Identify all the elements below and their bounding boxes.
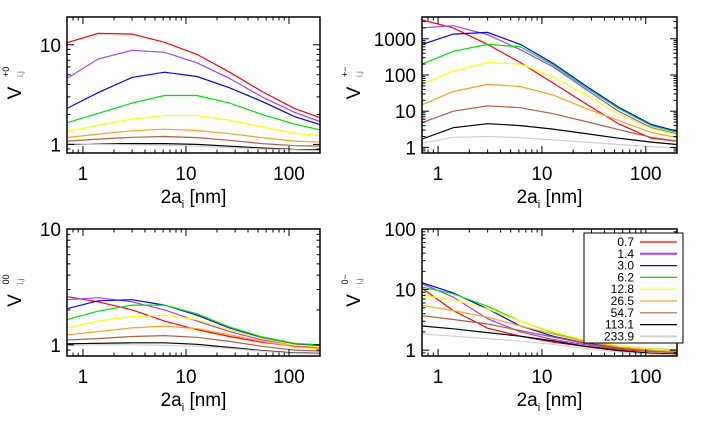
svg-text:i,j: i,j [16, 71, 25, 77]
x-axis-label: 2ai [nm] [517, 390, 583, 414]
y-axis-label: V +0 i,j [1, 67, 26, 100]
svg-text:0−: 0− [340, 274, 350, 284]
legend-label: 3.0 [617, 259, 634, 273]
svg-text:00: 00 [1, 274, 11, 284]
legend-label: 233.9 [604, 329, 634, 343]
svg-text:+0: +0 [1, 67, 11, 77]
series-line-26.5 [422, 83, 677, 139]
series-line-0.7 [67, 296, 320, 349]
svg-text:V: V [344, 86, 365, 99]
series-line-54.7 [67, 334, 320, 352]
x-axis-label: 2ai [nm] [161, 187, 227, 211]
x-tick-label: 1 [433, 367, 444, 388]
series-line-26.5 [67, 128, 320, 143]
series-line-6.2 [67, 94, 320, 131]
series-line-113.1 [422, 123, 677, 146]
svg-text:V: V [344, 294, 365, 307]
y-tick-label: 1 [405, 341, 416, 362]
series-line-233.9 [422, 333, 677, 356]
series-line-54.7 [67, 135, 320, 147]
legend-label: 12.8 [611, 282, 635, 296]
svg-text:i,j: i,j [355, 279, 364, 285]
legend-label: 6.2 [617, 270, 634, 284]
plot-frame [66, 228, 321, 357]
x-tick-label: 1 [433, 164, 444, 185]
series-line-6.2 [67, 304, 320, 346]
legend-label: 0.7 [617, 235, 634, 249]
legend-label: 1.4 [617, 247, 634, 261]
y-tick-label: 10 [395, 102, 416, 123]
series-line-233.9 [67, 143, 320, 152]
legend-label: 26.5 [611, 294, 635, 308]
y-tick-label: 10 [40, 220, 61, 241]
y-tick-label: 10 [395, 281, 416, 302]
series-group [422, 19, 677, 149]
series-line-12.8 [67, 314, 320, 348]
x-tick-label: 10 [175, 164, 196, 185]
series-group [67, 32, 320, 152]
y-tick-label: 1000 [374, 30, 416, 51]
x-tick-label: 100 [630, 164, 662, 185]
series-line-12.8 [422, 294, 677, 351]
y-tick-label: 1 [50, 135, 61, 156]
series-line-1.4 [422, 25, 677, 135]
series-line-113.1 [422, 325, 677, 355]
series-line-3.0 [422, 31, 677, 132]
x-tick-label: 10 [175, 367, 196, 388]
legend-label: 54.7 [611, 306, 635, 320]
series-group [422, 282, 677, 356]
series-line-233.9 [422, 135, 677, 149]
plot-frame [421, 16, 678, 154]
y-tick-label: 10 [40, 36, 61, 57]
x-tick-label: 10 [531, 367, 552, 388]
series-line-233.9 [67, 344, 320, 355]
svg-text:V: V [5, 86, 26, 99]
x-tick-label: 10 [531, 164, 552, 185]
panel-bottom-right: 1 10 100 1 10 100 2ai [nm] V 0− i,j 0.71.43.06.212… [340, 220, 684, 414]
panel-top-right: 1 10 100 1 10 100 1000 2ai [nm] V +− i,j [340, 16, 678, 211]
y-tick-label: 100 [384, 66, 416, 87]
x-tick-label: 1 [78, 367, 89, 388]
x-tick-label: 100 [273, 164, 305, 185]
plot-frame [66, 16, 321, 154]
y-axis-label: V 0− i,j [340, 274, 365, 307]
series-line-12.8 [422, 61, 677, 136]
series-line-1.4 [67, 297, 320, 348]
svg-text:i,j: i,j [16, 279, 25, 285]
legend-label: 113.1 [605, 318, 634, 332]
x-tick-label: 100 [630, 367, 662, 388]
series-line-26.5 [422, 304, 677, 353]
x-axis-label: 2ai [nm] [517, 187, 583, 211]
series-line-12.8 [67, 114, 320, 137]
svg-text:+−: +− [340, 66, 350, 77]
x-tick-label: 100 [273, 367, 305, 388]
series-line-3.0 [67, 71, 320, 126]
svg-text:i,j: i,j [355, 71, 364, 77]
y-tick-label: 1 [50, 336, 61, 357]
svg-text:V: V [5, 294, 26, 307]
series-line-6.2 [422, 43, 677, 134]
series-line-0.7 [67, 32, 320, 119]
x-tick-label: 1 [78, 164, 89, 185]
y-tick-label: 1 [405, 138, 416, 159]
series-line-1.4 [67, 49, 320, 123]
series-line-54.7 [422, 105, 677, 142]
series-group [67, 296, 320, 355]
series-line-3.0 [67, 299, 320, 346]
y-axis-label: V 00 i,j [1, 274, 26, 306]
y-tick-label: 100 [384, 220, 416, 241]
y-axis-label: V +− i,j [340, 66, 365, 99]
series-line-54.7 [422, 315, 677, 354]
x-axis-label: 2ai [nm] [161, 390, 227, 414]
series-line-26.5 [67, 325, 320, 350]
